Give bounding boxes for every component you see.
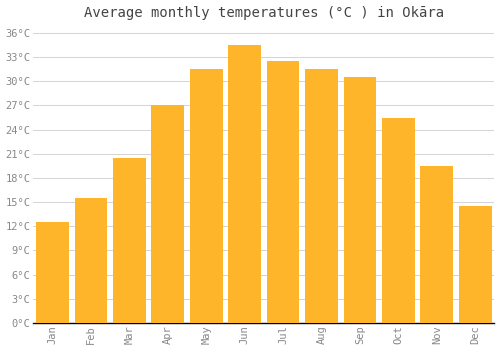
Bar: [420, 166, 453, 323]
Bar: [267, 61, 300, 323]
Bar: [344, 77, 376, 323]
Bar: [190, 69, 222, 323]
Bar: [382, 118, 414, 323]
Bar: [74, 198, 108, 323]
Bar: [228, 45, 261, 323]
Title: Average monthly temperatures (°C ) in Okāra: Average monthly temperatures (°C ) in Ok…: [84, 6, 444, 20]
Bar: [152, 105, 184, 323]
Bar: [305, 69, 338, 323]
Bar: [113, 158, 146, 323]
Bar: [459, 206, 492, 323]
Bar: [36, 222, 69, 323]
